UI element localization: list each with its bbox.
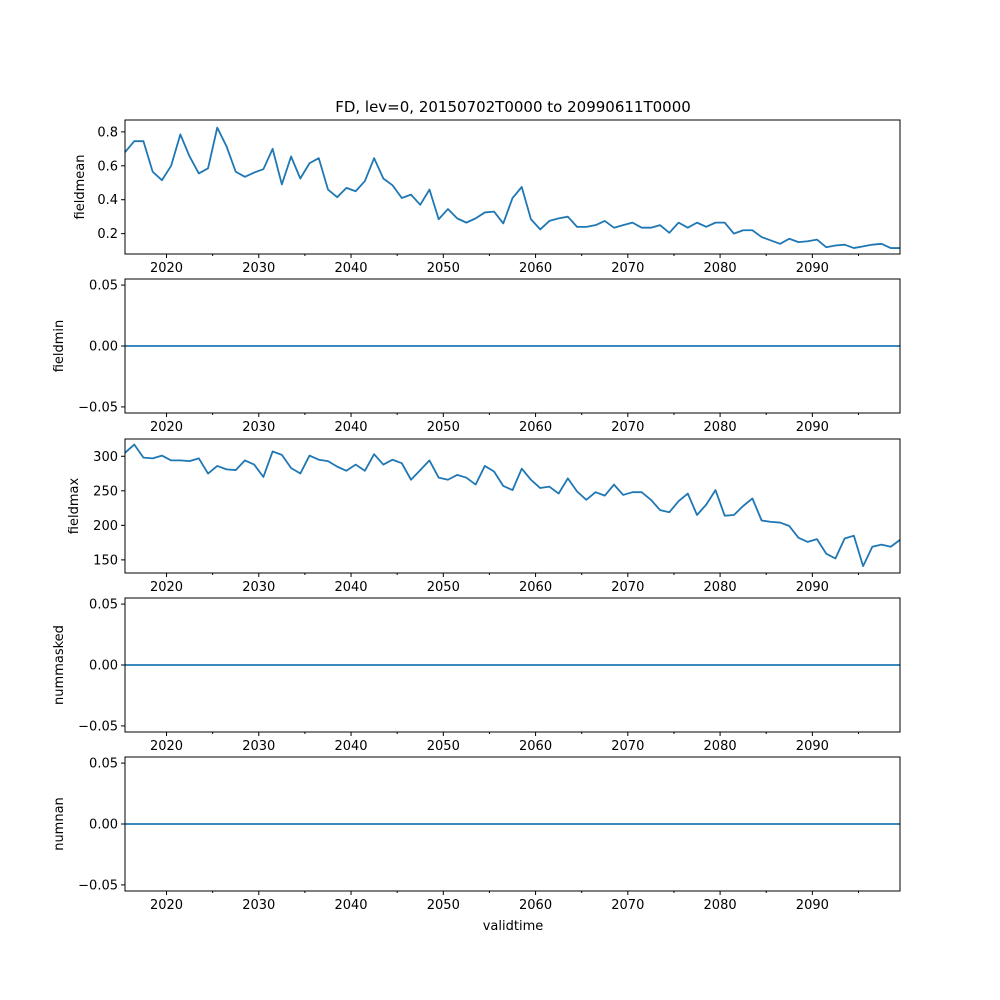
subplot-fieldmin: −0.05 0.00 0.05 2020 2030 2040 2050 2060 2070 208… (52, 278, 901, 435)
y-tick-label: −0.05 (78, 878, 118, 893)
x-tick-label: 2040 (334, 580, 367, 595)
x-tick-label: 2080 (704, 739, 737, 754)
x-tick-label: 2050 (427, 420, 460, 435)
x-tick-label: 2080 (704, 261, 737, 276)
y-tick-label: 200 (93, 519, 118, 534)
x-tick-label: 2020 (150, 261, 183, 276)
x-tick-label: 2030 (242, 261, 275, 276)
x-tick-label: 2040 (334, 420, 367, 435)
x-tick-label: 2020 (150, 580, 183, 595)
subplot-nummasked: −0.05 0.00 0.05 2020 2030 2040 2050 2060 2070 208… (52, 597, 901, 754)
x-tick-label: 2060 (519, 420, 552, 435)
x-tick-label: 2030 (242, 420, 275, 435)
y-tick-label: 0.6 (97, 159, 118, 174)
y-tick-label: 0.2 (97, 227, 118, 242)
y-tick-label: 0.00 (89, 659, 118, 674)
y-tick-label: −0.05 (78, 719, 118, 734)
series-line-fieldmean (124, 126, 900, 249)
x-tick-label: 2050 (427, 898, 460, 913)
x-tick-label: 2060 (519, 739, 552, 754)
y-tick-label: 0.00 (89, 340, 118, 355)
subplot-numnan: −0.05 0.00 0.05 2020 2030 2040 2050 2060 2070 208… (52, 756, 901, 913)
x-tick-label: 2060 (519, 580, 552, 595)
x-tick-label: 2050 (427, 261, 460, 276)
y-axis-label-numnan: numnan (52, 797, 67, 851)
subplots: 0.2 0.4 0.6 0.8 2020 2030 2040 2050 2060 2070 2080… (52, 119, 901, 913)
x-tick-label: 2080 (704, 420, 737, 435)
y-tick-label: 300 (93, 450, 118, 465)
x-tick-label: 2020 (150, 898, 183, 913)
y-tick-label: 0.8 (97, 125, 118, 140)
y-tick-label: 0.05 (89, 279, 118, 294)
x-tick-label: 2030 (242, 898, 275, 913)
y-tick-label: 0.00 (89, 818, 118, 833)
x-tick-label: 2020 (150, 739, 183, 754)
x-tick-label: 2090 (796, 420, 829, 435)
x-tick-label: 2050 (427, 739, 460, 754)
x-tick-label: 2020 (150, 420, 183, 435)
axes-frame (124, 119, 901, 255)
y-axis-label-fieldmean: fieldmean (73, 155, 88, 220)
x-tick-label: 2050 (427, 580, 460, 595)
x-tick-label: 2090 (796, 261, 829, 276)
x-tick-label: 2030 (242, 739, 275, 754)
x-tick-label: 2070 (611, 580, 644, 595)
x-tick-label: 2090 (796, 580, 829, 595)
y-tick-label: 0.4 (97, 193, 118, 208)
axes-frame (124, 438, 901, 574)
chart-title: FD, lev=0, 20150702T0000 to 20990611T000… (335, 98, 691, 116)
y-tick-label: 250 (93, 484, 118, 499)
x-tick-label: 2090 (796, 739, 829, 754)
x-tick-label: 2060 (519, 261, 552, 276)
y-axis-label-nummasked: nummasked (52, 625, 67, 705)
x-tick-label: 2070 (611, 420, 644, 435)
x-tick-label: 2040 (334, 739, 367, 754)
y-tick-label: 0.05 (89, 757, 118, 772)
x-tick-label: 2070 (611, 898, 644, 913)
x-tick-label: 2060 (519, 898, 552, 913)
x-tick-label: 2070 (611, 261, 644, 276)
y-tick-label: 0.05 (89, 598, 118, 613)
x-tick-label: 2070 (611, 739, 644, 754)
x-tick-label: 2090 (796, 898, 829, 913)
series-line-fieldmax (124, 443, 901, 567)
y-tick-label: −0.05 (78, 400, 118, 415)
y-axis-label-fieldmax: fieldmax (67, 478, 82, 535)
y-axis-label-fieldmin: fieldmin (52, 320, 67, 373)
x-tick-label: 2030 (242, 580, 275, 595)
x-tick-label: 2080 (704, 580, 737, 595)
x-tick-label: 2040 (334, 261, 367, 276)
subplot-fieldmean: 0.2 0.4 0.6 0.8 2020 2030 2040 2050 2060 2070 2080… (73, 119, 901, 276)
x-axis-label: validtime (483, 919, 544, 934)
y-tick-label: 150 (93, 553, 118, 568)
subplot-fieldmax: 150 200 250 300 2020 2030 2040 2050 2060 2070 2080… (67, 438, 901, 595)
x-tick-label: 2040 (334, 898, 367, 913)
x-tick-label: 2080 (704, 898, 737, 913)
